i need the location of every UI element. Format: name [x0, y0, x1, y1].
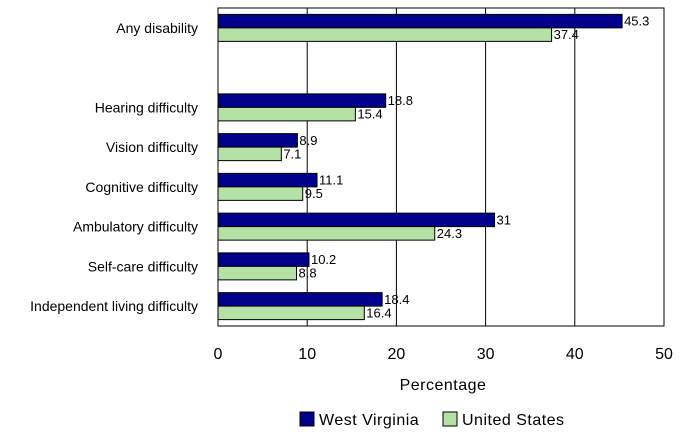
legend: West Virginia United States: [299, 411, 565, 429]
legend-label: United States: [462, 412, 565, 429]
bar: [217, 146, 282, 162]
plot-border: [217, 7, 665, 327]
bar: [217, 172, 318, 188]
x-tick-label: 50: [655, 346, 673, 363]
bar: [217, 133, 298, 148]
data-labels: 45.3 37.4 18.8 15.4 8.97.1 11.19.5 31 24.3 10.28…: [283, 14, 649, 321]
bar: [217, 93, 387, 108]
category-label: Any disability: [116, 20, 198, 36]
legend-label: West Virginia: [319, 412, 419, 429]
plot-frame: [217, 7, 665, 327]
category-label: Cognitive difficulty: [85, 179, 198, 195]
bar: [217, 186, 304, 201]
bar: [217, 212, 496, 228]
bar: [217, 292, 383, 307]
bar: [217, 27, 553, 42]
data-label: 16.4: [366, 305, 391, 320]
data-label: 11.1: [319, 173, 343, 188]
bar: [217, 106, 356, 122]
category-label: Ambulatory difficulty: [73, 219, 198, 235]
data-label: 45.3: [624, 14, 649, 29]
category-label: Independent living difficulty: [30, 298, 198, 314]
x-tick-label: 30: [477, 346, 495, 363]
data-label: 9.5: [305, 186, 323, 201]
gridlines: [306, 8, 576, 326]
data-label: 8.8: [298, 266, 316, 281]
bar: [217, 265, 297, 281]
legend-swatch: [442, 411, 458, 427]
x-tick-label: 40: [566, 346, 584, 363]
x-tick-label: 20: [388, 346, 406, 363]
bars: [217, 13, 623, 321]
data-label: 18.4: [384, 292, 409, 307]
bar: [217, 226, 436, 241]
category-label: Vision difficulty: [106, 139, 198, 155]
category-label: Self-care difficulty: [88, 258, 198, 274]
bar: [217, 13, 623, 29]
category-labels: Any disability Hearing difficulty Vision d…: [30, 20, 198, 314]
data-label: 31: [497, 212, 511, 227]
data-label: 8.9: [299, 133, 317, 148]
data-label: 10.2: [311, 252, 336, 267]
data-label: 7.1: [283, 146, 301, 161]
bar: [217, 305, 365, 321]
data-label: 37.4: [554, 27, 579, 42]
legend-swatch: [299, 411, 315, 427]
data-label: 18.8: [388, 93, 413, 108]
x-tick-label: 10: [298, 346, 316, 363]
x-tick-labels: 0 10 20 30 40 50: [214, 346, 673, 363]
x-axis-title: Percentage: [400, 377, 487, 394]
data-label: 15.4: [357, 107, 382, 122]
category-label: Hearing difficulty: [95, 99, 198, 115]
bar: [217, 252, 310, 267]
data-label: 24.3: [437, 226, 462, 241]
x-tick-label: 0: [214, 346, 223, 363]
